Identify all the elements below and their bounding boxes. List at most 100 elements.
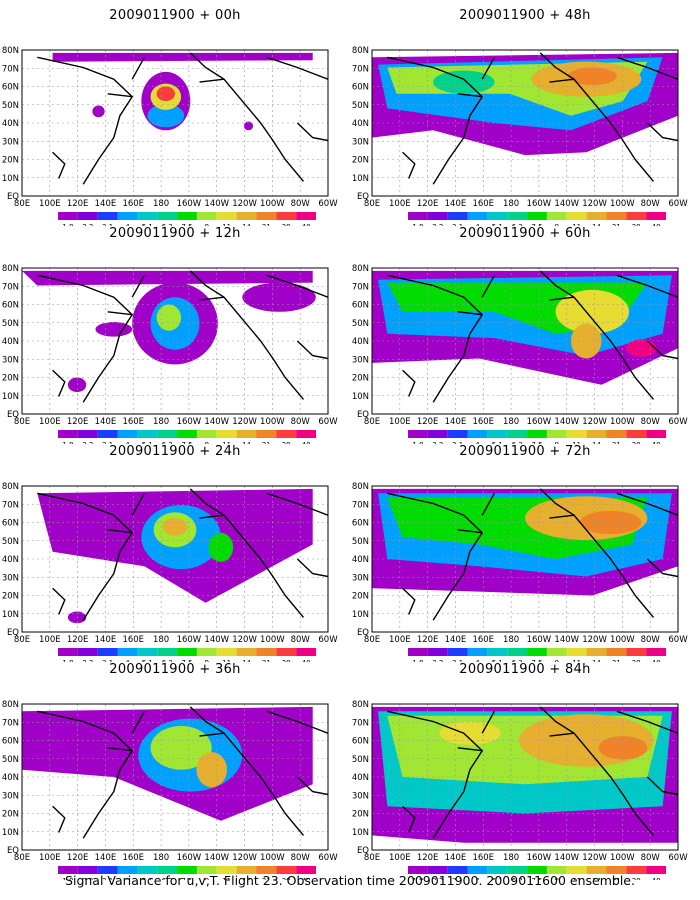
longitude-label: 140W [204,635,229,645]
colorbar-label: 29 [282,441,291,444]
colorbar-swatch [58,212,78,220]
variance-contour-region [598,736,648,760]
colorbar-swatch [586,866,607,874]
colorbar-swatch [586,648,607,656]
longitude-label: 180 [503,635,519,645]
longitude-label: 120E [67,635,89,645]
colorbar-swatch [296,866,316,874]
colorbar-label: 7.5 [531,441,542,444]
variance-field [22,706,313,821]
longitude-label: 160W [177,417,202,427]
variance-contour-region [196,752,228,788]
colorbar-swatch [507,212,528,220]
longitude-label: 100W [610,853,635,863]
colorbar-label: 5.1 [142,877,153,880]
colorbar-swatch [216,866,237,874]
longitude-label: 160E [122,417,144,427]
colorbar-label: 29 [282,223,291,226]
map-frame [371,49,679,197]
colorbar-swatch [137,866,158,874]
colorbar-swatch [97,212,118,220]
latitude-label: 80N [352,264,369,274]
variance-contour-region [243,121,254,131]
latitude-label: 10N [2,174,19,184]
colorbar-swatch [236,866,257,874]
colorbar-label: 4 [475,223,480,226]
variance-contour-region [567,67,617,86]
colorbar-label: 40 [652,659,661,662]
longitude-label: 160W [527,635,552,645]
latitude-label: 50N [2,319,19,329]
longitude-label: 140W [204,417,229,427]
colorbar-label: 7.5 [531,877,542,880]
longitude-label: 160E [122,199,144,209]
colorbar-swatch [487,212,508,220]
panel-title: 2009011900 + 48h [459,8,591,23]
colorbar-label: 1.8 [62,877,73,880]
longitude-label: 160E [472,417,494,427]
latitude-label: 10N [352,174,369,184]
colorbar-label: 4 [125,659,130,662]
colorbar-swatch [117,212,138,220]
colorbar-label: 5.1 [492,877,503,880]
colorbar-label: 7.5 [181,659,192,662]
panel-title: 2009011900 + 36h [109,662,241,677]
colorbar-label: 21 [612,223,621,226]
colorbar-swatch [626,430,647,438]
colorbar-swatch [58,648,78,656]
colorbar-swatch [626,648,647,656]
longitude-label: 80W [641,417,661,427]
longitude-label: 100E [39,635,61,645]
longitude-label: 160E [472,199,494,209]
colorbar-swatch [586,212,607,220]
latitude-label: 20N [2,156,19,166]
latitude-label: 40N [352,555,369,565]
longitude-label: 60W [318,635,338,645]
latitude-label: 50N [352,319,369,329]
latitude-label: 60N [2,301,19,311]
longitude-label: 140E [445,199,467,209]
longitude-label: 60W [668,635,688,645]
latitude-label: 80N [2,46,19,56]
colorbar-label: 6.3 [512,659,523,662]
longitude-label: 140W [204,199,229,209]
colorbar-swatch [137,430,158,438]
longitude-label: 80W [291,635,311,645]
longitude-label: 80W [291,417,311,427]
variance-contour-region [433,70,495,94]
colorbar-label: 21 [262,223,271,226]
colorbar-label: 9 [205,877,209,880]
colorbar-label: 29 [632,441,641,444]
coastline [37,270,328,403]
longitude-label: 80W [641,853,661,863]
longitude-label: 120E [67,417,89,427]
longitude-label: 120E [417,853,439,863]
colorbar-swatch [296,648,316,656]
colorbar-label: 5.1 [142,223,153,226]
latitude-label: 60N [2,519,19,529]
colorbar-label: 9 [555,441,559,444]
colorbar-swatch [408,866,428,874]
colorbar-swatch [447,866,468,874]
longitude-label: 160W [527,417,552,427]
colorbar-swatch [77,866,98,874]
colorbar-label: 1.8 [412,223,423,226]
longitude-label: 140E [95,635,117,645]
colorbar-swatch [467,866,488,874]
variance-contour-region [242,282,316,312]
colorbar-swatch [646,430,666,438]
colorbar-swatch [137,648,158,656]
longitude-label: 100W [610,635,635,645]
colorbar-label: 40 [302,877,311,880]
longitude-label: 140W [554,853,579,863]
colorbar-label: 40 [652,223,661,226]
colorbar-label: 40 [302,659,311,662]
variance-contour-region [52,52,313,62]
colorbar-label: 21 [612,659,621,662]
panel-title: 2009011900 + 60h [459,226,591,241]
coastline [387,488,678,621]
latitude-label: 70N [352,282,369,292]
colorbar-swatch [157,866,178,874]
colorbar-swatch [77,212,98,220]
